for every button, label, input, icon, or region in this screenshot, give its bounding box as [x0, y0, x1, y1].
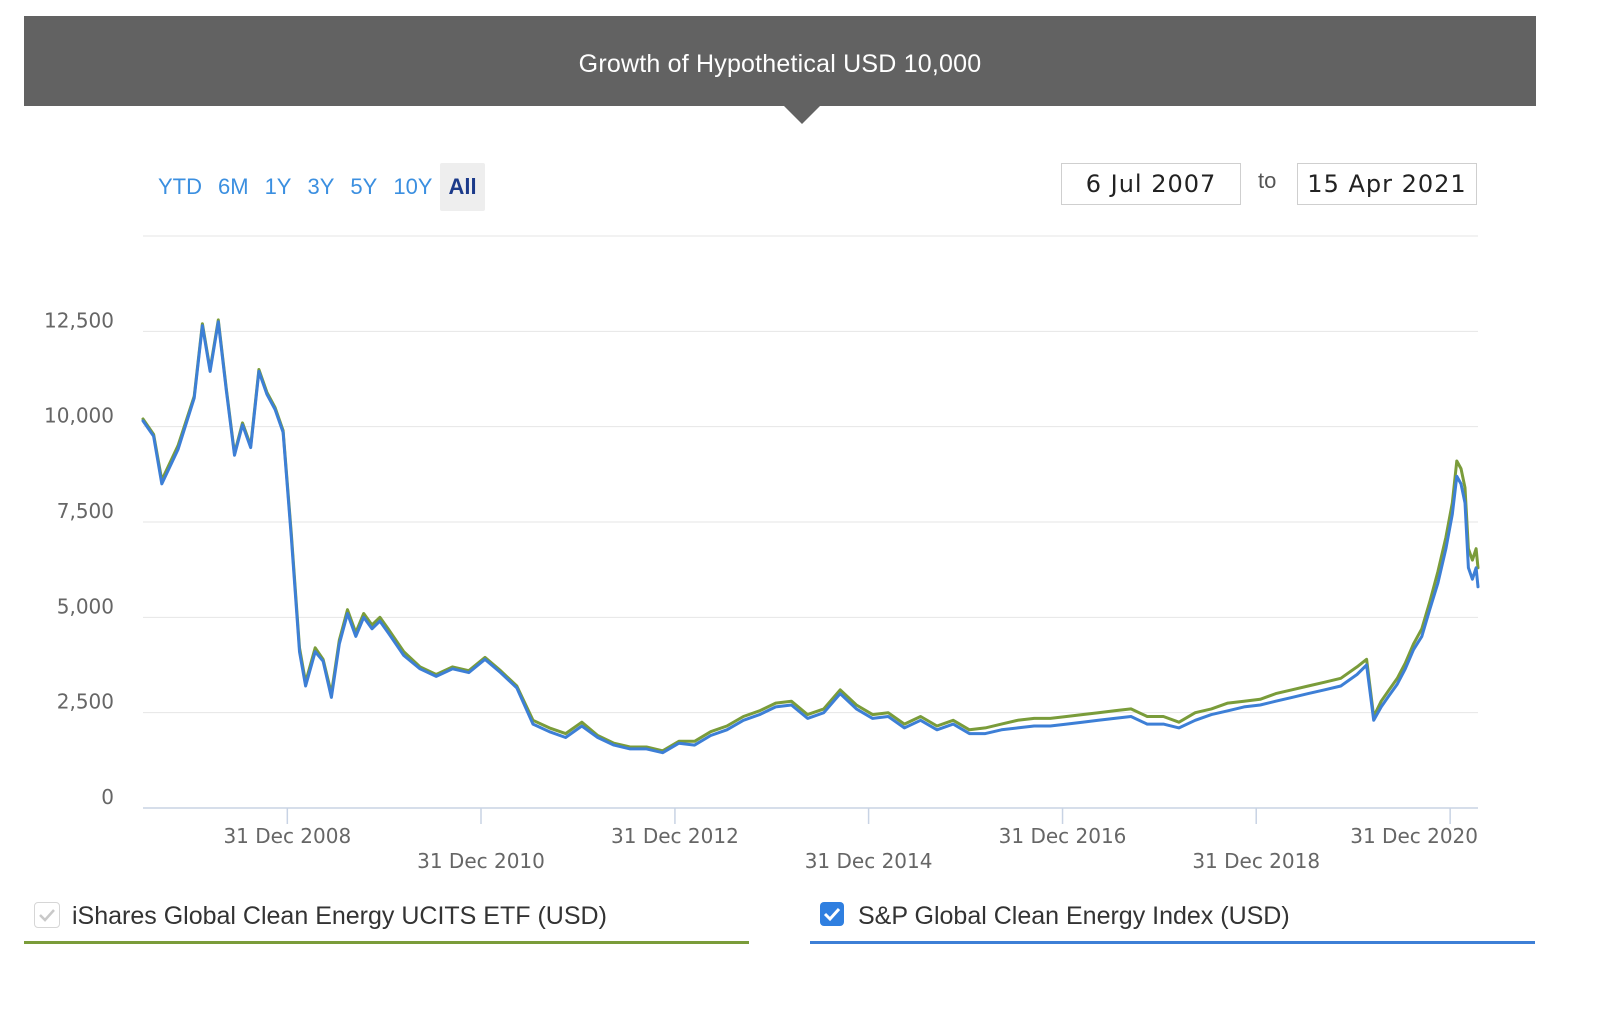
chart-header: Growth of Hypothetical USD 10,000 — [24, 16, 1536, 124]
x-tick-label-0: 31 Dec 2008 — [223, 824, 351, 848]
x-axis-ticks: 31 Dec 2008 31 Dec 2010 31 Dec 2012 31 Dec … — [223, 808, 1478, 873]
growth-line-chart: 0 2,500 7,500 5,000 10,000 12,500 31 Dec 2008… — [44, 235, 1480, 873]
range-1y-button[interactable]: 1Y — [264, 174, 292, 199]
chart-title: Growth of Hypothetical USD 10,000 — [578, 50, 982, 78]
y-tick-label-4: 10,000 — [44, 404, 114, 428]
range-10y-button[interactable]: 10Y — [393, 174, 433, 199]
legend-underline-fund — [24, 941, 749, 944]
index-checkbox-icon[interactable] — [820, 902, 844, 926]
range-all-button[interactable]: All — [440, 163, 485, 211]
range-6m-button[interactable]: 6M — [218, 174, 249, 199]
range-5y-button[interactable]: 5Y — [350, 174, 378, 199]
x-tick-label-1: 31 Dec 2010 — [417, 849, 545, 873]
x-tick-label-4: 31 Dec 2016 — [999, 824, 1127, 848]
y-tick-label-3: 5,000 — [57, 594, 114, 618]
range-3y-button[interactable]: 3Y — [307, 174, 335, 199]
x-tick-label-5: 31 Dec 2018 — [1192, 849, 1320, 873]
legend-label-index: S&P Global Clean Energy Index (USD) — [858, 902, 1290, 930]
series-line-1 — [141, 320, 1480, 755]
x-tick-label-2: 31 Dec 2012 — [611, 824, 739, 848]
range-ytd-button[interactable]: YTD — [158, 174, 202, 199]
legend-underline-index — [810, 941, 1535, 944]
y-axis-ticks: 0 2,500 7,500 5,000 10,000 12,500 — [44, 308, 114, 809]
legend-label-fund: iShares Global Clean Energy UCITS ETF (U… — [72, 902, 607, 930]
x-tick-label-3: 31 Dec 2014 — [805, 849, 933, 873]
x-tick-label-6: 31 Dec 2020 — [1350, 824, 1478, 848]
legend-item-fund[interactable]: iShares Global Clean Energy UCITS ETF (U… — [24, 898, 749, 944]
header-pointer — [784, 106, 820, 124]
range-selector: YTD 6M 1Y 3Y 5Y 10Y All — [150, 162, 485, 212]
date-to-label: to — [1258, 168, 1277, 193]
y-tick-label-1: 2,500 — [57, 690, 114, 714]
y-tick-label-2: 7,500 — [57, 499, 114, 523]
date-from-input[interactable]: 6 Jul 2007 — [1061, 163, 1241, 205]
series-lines — [141, 318, 1480, 755]
date-to-input[interactable]: 15 Apr 2021 — [1297, 163, 1477, 205]
grid-lines — [143, 235, 1478, 809]
series-line-0 — [141, 318, 1480, 753]
legend-item-index[interactable]: S&P Global Clean Energy Index (USD) — [810, 898, 1535, 944]
y-tick-label-0: 0 — [101, 785, 114, 809]
y-tick-label-5: 12,500 — [44, 308, 114, 332]
fund-checkbox-icon[interactable] — [34, 902, 60, 928]
